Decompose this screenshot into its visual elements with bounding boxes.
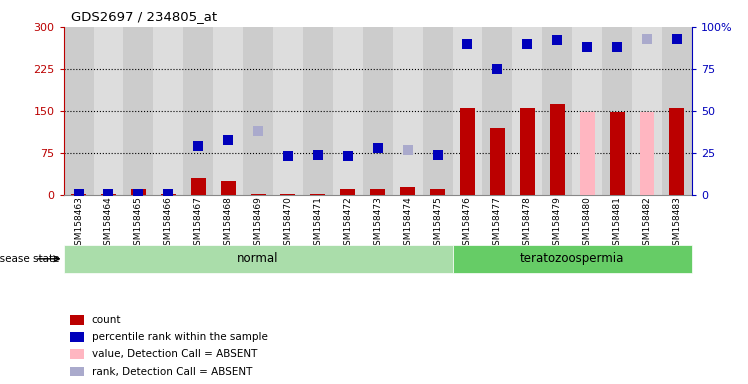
Bar (430, 189, 445, 195)
Bar (310, 194, 325, 195)
Text: percentile rank within the sample: percentile rank within the sample (92, 332, 268, 342)
Bar (280, 194, 295, 195)
Bar (101, 194, 116, 195)
Bar (70, 315, 84, 324)
Text: count: count (92, 314, 121, 325)
Text: rank, Detection Call = ABSENT: rank, Detection Call = ABSENT (92, 366, 252, 377)
Point (312, 152, 324, 158)
Point (162, 191, 174, 197)
Point (372, 145, 384, 151)
Bar (393, 27, 423, 195)
Point (252, 128, 264, 134)
Bar (423, 27, 453, 195)
Bar (221, 181, 236, 195)
Point (192, 143, 204, 149)
Bar (640, 112, 654, 195)
Bar (70, 349, 84, 359)
Bar (453, 245, 692, 273)
Point (73, 191, 85, 197)
Bar (251, 194, 266, 195)
Bar (370, 189, 385, 195)
Point (551, 37, 563, 43)
Bar (572, 27, 602, 195)
Bar (70, 332, 84, 342)
Bar (243, 27, 273, 195)
Bar (460, 108, 475, 195)
Bar (183, 27, 213, 195)
Bar (453, 27, 482, 195)
Point (581, 44, 593, 50)
Bar (490, 128, 505, 195)
Bar (64, 245, 453, 273)
Point (671, 36, 683, 42)
Text: GDS2697 / 234805_at: GDS2697 / 234805_at (71, 10, 217, 23)
Bar (303, 27, 333, 195)
Text: disease state: disease state (0, 254, 60, 264)
Point (402, 147, 414, 153)
Bar (602, 27, 632, 195)
Point (611, 44, 623, 50)
Text: teratozoospermia: teratozoospermia (520, 252, 625, 265)
Bar (363, 27, 393, 195)
Bar (520, 108, 535, 195)
Bar (71, 194, 86, 195)
Bar (669, 108, 684, 195)
Point (521, 41, 533, 47)
Bar (550, 104, 565, 195)
Bar (64, 27, 94, 195)
Bar (161, 194, 176, 195)
Bar (662, 27, 692, 195)
Bar (94, 27, 123, 195)
Bar (333, 27, 363, 195)
Point (491, 66, 503, 72)
Bar (610, 112, 625, 195)
Bar (542, 27, 572, 195)
Point (132, 191, 144, 197)
Point (462, 41, 473, 47)
Bar (213, 27, 243, 195)
Bar (70, 367, 84, 376)
Point (641, 36, 653, 42)
Bar (131, 189, 146, 195)
Bar (580, 112, 595, 195)
Bar (273, 27, 303, 195)
Bar (191, 178, 206, 195)
Bar (632, 27, 662, 195)
Text: normal: normal (237, 252, 279, 265)
Bar (400, 187, 415, 195)
Bar (123, 27, 153, 195)
Point (222, 136, 234, 142)
Point (342, 153, 354, 159)
Text: value, Detection Call = ABSENT: value, Detection Call = ABSENT (92, 349, 257, 359)
Point (102, 191, 114, 197)
Point (282, 153, 294, 159)
Point (432, 152, 444, 158)
Bar (512, 27, 542, 195)
Bar (153, 27, 183, 195)
Bar (340, 189, 355, 195)
Bar (482, 27, 512, 195)
